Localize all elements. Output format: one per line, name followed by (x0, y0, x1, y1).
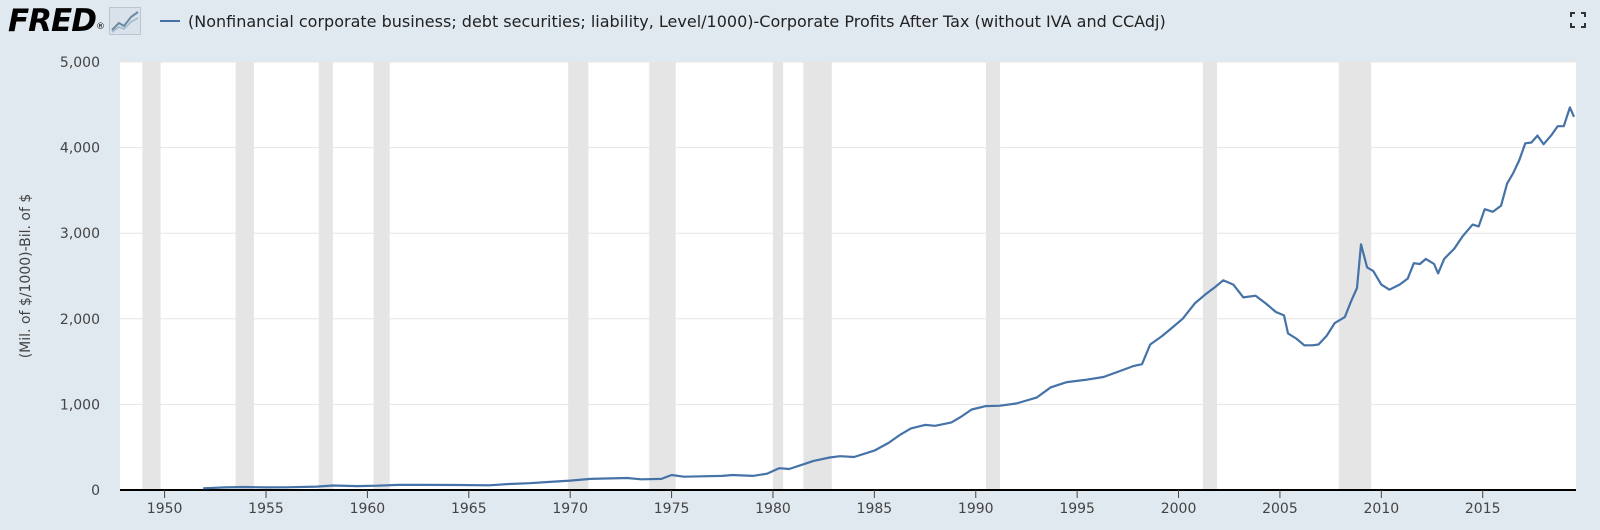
x-tick-label: 1960 (350, 501, 386, 517)
recession-band (318, 62, 333, 490)
y-tick-label: 5,000 (60, 55, 100, 71)
x-tick-label: 2015 (1465, 501, 1501, 517)
recession-band (985, 62, 1001, 490)
x-tick-label: 1955 (248, 501, 284, 517)
recession-band (1338, 62, 1372, 490)
plot-area (120, 62, 1576, 490)
series-line (203, 106, 1576, 490)
x-tick-label: 1995 (1059, 501, 1095, 517)
fred-logo[interactable]: FRED ® (8, 3, 141, 39)
fullscreen-icon[interactable] (1570, 12, 1586, 28)
x-tick-label: 1975 (654, 501, 690, 517)
recession-band (373, 62, 390, 490)
x-tick-label: 1950 (147, 501, 183, 517)
recession-band (235, 62, 254, 490)
recession-band (803, 62, 832, 490)
recession-band (1202, 62, 1218, 490)
x-tick-label: 1970 (552, 501, 588, 517)
recession-band (649, 62, 676, 490)
x-tick-label: 1990 (958, 501, 994, 517)
x-tick-label: 2005 (1262, 501, 1298, 517)
y-tick-label: 3,000 (60, 226, 100, 242)
legend: (Nonfinancial corporate business; debt s… (160, 10, 1166, 32)
x-tick-label: 2000 (1161, 501, 1197, 517)
fred-logo-text: FRED (8, 3, 97, 39)
y-tick-label: 1,000 (60, 397, 100, 413)
x-tick-label: 2010 (1364, 501, 1400, 517)
y-tick-label: 0 (91, 483, 100, 499)
y-axis-label: (Mil. of $/1000)-Bil. of $ (18, 194, 34, 359)
legend-swatch (160, 20, 180, 22)
chart-header: FRED ® (Nonfinancial corporate business;… (0, 0, 1600, 44)
registered-mark: ® (95, 22, 105, 32)
x-tick-label: 1985 (857, 501, 893, 517)
legend-label: (Nonfinancial corporate business; debt s… (188, 11, 1166, 31)
y-tick-label: 4,000 (60, 141, 100, 157)
recession-band (772, 62, 784, 490)
recession-band (142, 62, 161, 490)
recession-band (568, 62, 589, 490)
line-chart-icon (108, 7, 141, 35)
y-tick-label: 2,000 (60, 312, 100, 328)
x-tick-label: 1965 (451, 501, 487, 517)
x-tick-label: 1980 (755, 501, 791, 517)
